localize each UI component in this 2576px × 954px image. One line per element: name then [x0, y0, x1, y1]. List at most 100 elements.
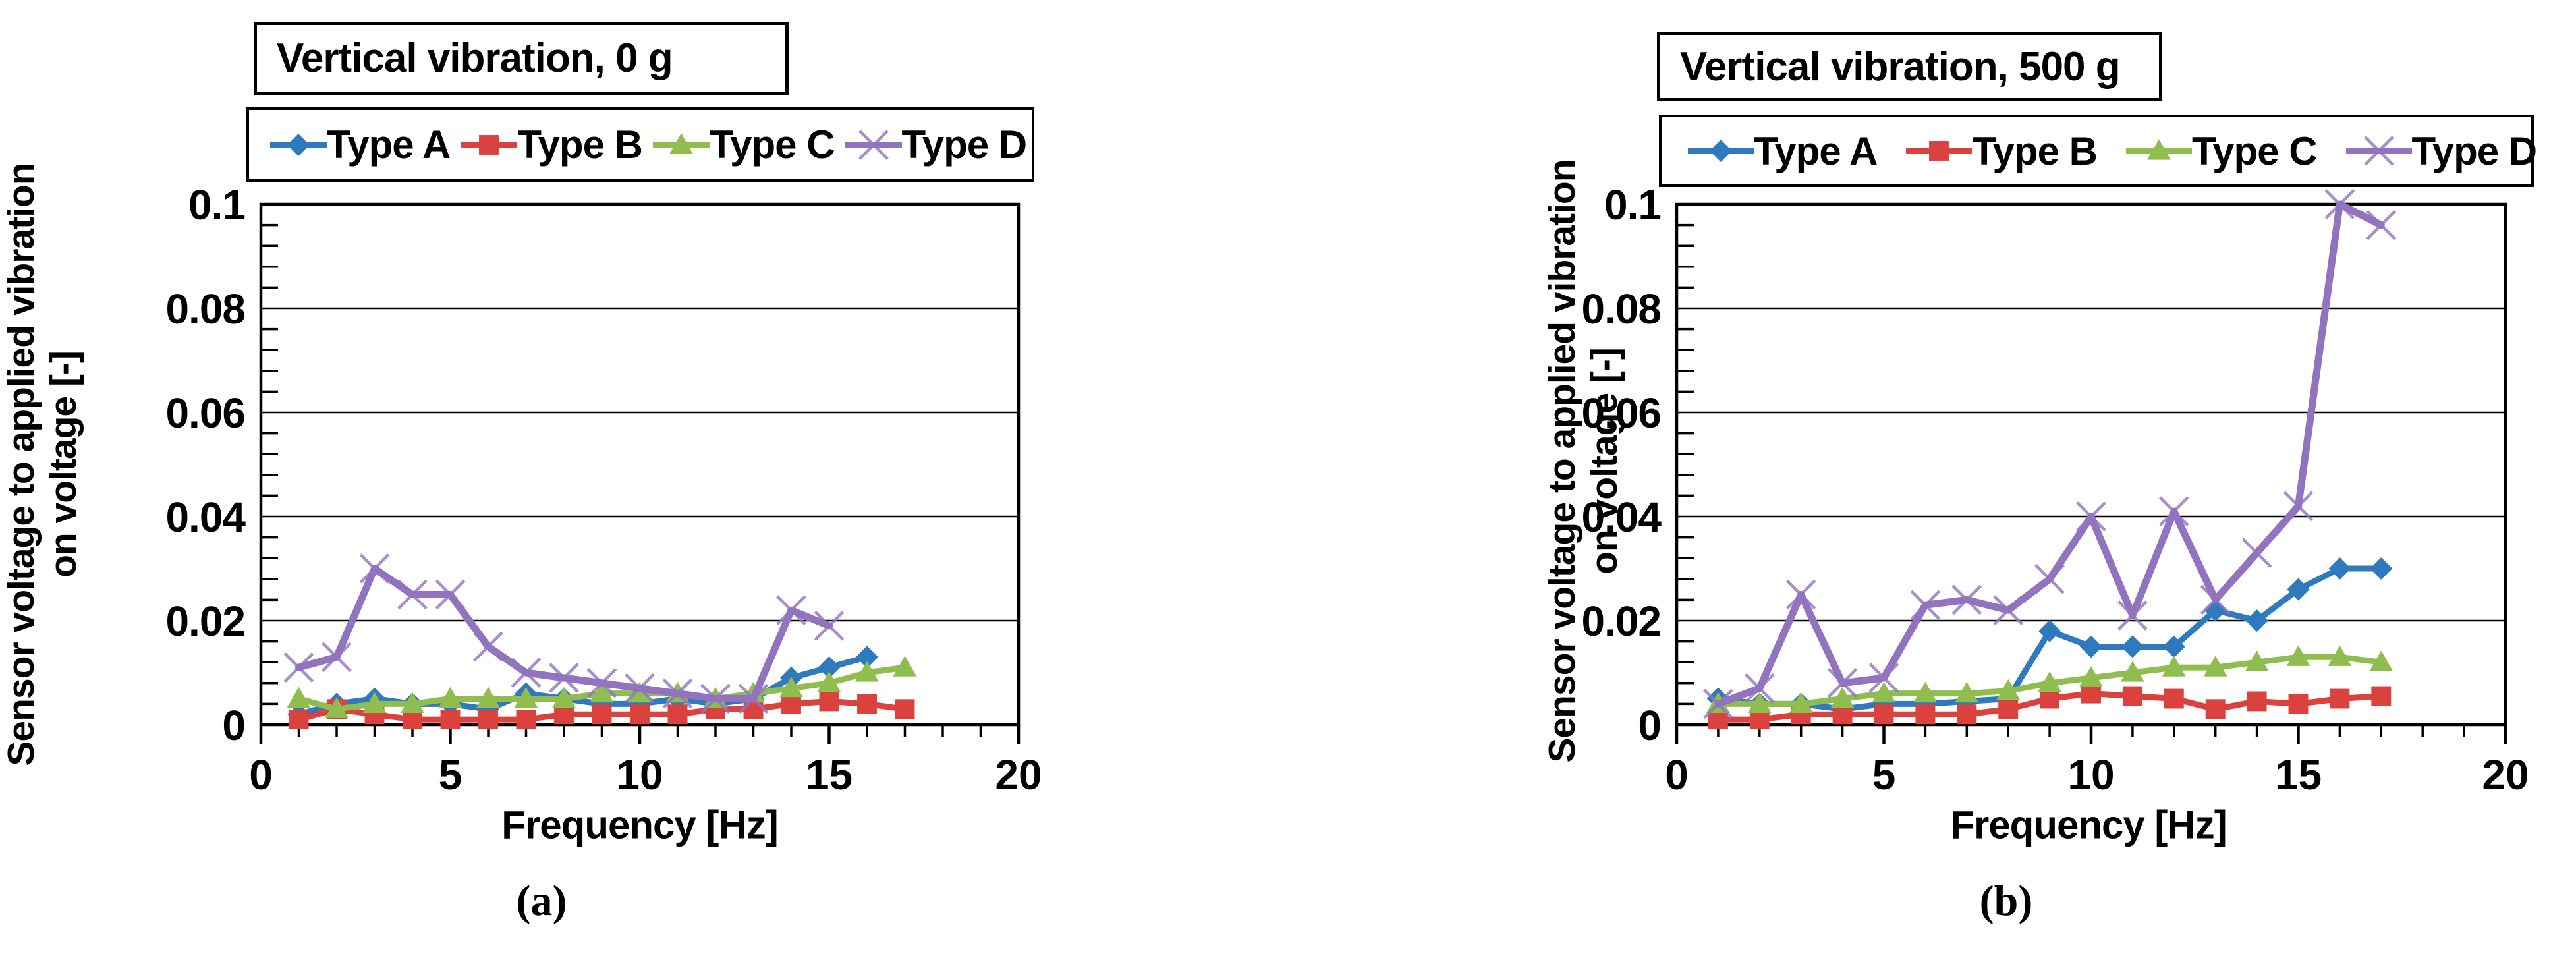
triangle-marker [2121, 661, 2144, 682]
x-tick-label: 20 [995, 751, 1042, 799]
x-axis-title-a: Frequency [Hz] [501, 802, 778, 847]
legend-key-x-icon [2345, 136, 2412, 166]
x-marker [1868, 663, 1899, 693]
legend-item-type-d: Type D [2345, 128, 2537, 174]
square-marker [2164, 688, 2184, 709]
legend-key-square-icon [1906, 141, 1973, 161]
triangle-marker [514, 687, 538, 708]
chart-title-a: Vertical vibration, 0 g [277, 36, 673, 81]
square-marker [440, 710, 461, 730]
square-marker [895, 699, 915, 719]
x-marker [700, 683, 731, 714]
legend-key-diamond-icon [270, 133, 327, 156]
y-tick-label: 0.02 [165, 598, 245, 645]
legend-item-type-d: Type D [845, 122, 1027, 167]
y-tick-label: 0 [1638, 702, 1661, 749]
triangle-marker [1789, 692, 1813, 713]
chart-title-b: Vertical vibration, 500 g [1680, 43, 2121, 90]
legend-label: Type A [1754, 128, 1878, 173]
x-marker [662, 678, 693, 709]
x-marker [1703, 688, 1733, 719]
x-marker [322, 642, 352, 673]
triangle-marker [362, 692, 387, 713]
triangle-marker [2162, 656, 2186, 677]
diamond-marker [2287, 578, 2310, 601]
triangle-marker [779, 676, 803, 698]
y-tick-label: 0.1 [1604, 181, 1661, 229]
x-marker [473, 631, 503, 662]
x-tick-label: 15 [2275, 751, 2322, 799]
square-marker [2205, 699, 2226, 719]
x-marker [1785, 579, 1816, 610]
legend-item-type-c: Type C [2125, 128, 2318, 174]
legend-label: Type D [901, 123, 1028, 167]
square-marker [1929, 141, 1949, 161]
square-marker [1874, 704, 1894, 725]
legend-b: Type A Type B Type C Type D [1659, 115, 2537, 187]
x-marker [2034, 563, 2065, 594]
legend-label: Type B [1972, 128, 2098, 173]
square-marker [554, 704, 574, 725]
plot-area-a: 0 0.02 0.04 0.06 0.08 0.1 0 5 10 15 20 [165, 181, 1042, 799]
square-marker [289, 710, 309, 730]
legend-item-type-a: Type A [1688, 128, 1878, 174]
square-marker [1998, 699, 2019, 719]
legend-key-diamond-icon [1688, 140, 1754, 162]
legend-item-type-b: Type B [461, 122, 643, 167]
x-marker [2363, 136, 2394, 166]
y-axis-title-line1: Sensor voltage to applied vibration [1541, 159, 1583, 763]
triangle-marker [325, 697, 349, 718]
panel-b: 0 0.02 0.04 0.06 0.08 0.1 0 5 10 15 20 Vertical vi… [1288, 0, 2576, 954]
triangle-marker [2245, 650, 2269, 671]
triangle-marker [893, 656, 917, 677]
x-marker [1951, 584, 1982, 615]
x-marker [1993, 595, 2024, 626]
legend-item-type-a: Type A [270, 122, 451, 167]
x-marker [511, 658, 542, 688]
x-marker [2324, 189, 2355, 219]
triangle-marker [628, 681, 652, 703]
x-marker [397, 579, 428, 610]
triangle-marker [2203, 656, 2227, 677]
square-marker [2247, 691, 2267, 712]
y-tick-label: 0.04 [1581, 493, 1662, 541]
legend-key-square-icon [461, 134, 518, 155]
legend-a: Type A Type B Type C Type D [246, 107, 1034, 182]
diamond-marker [2038, 619, 2061, 642]
plot-area-b: 0 0.02 0.04 0.06 0.08 0.1 0 5 10 15 20 [1581, 181, 2529, 799]
triangle-marker [552, 687, 576, 708]
diamond-marker [1710, 140, 1732, 162]
square-marker [1708, 710, 1728, 730]
x-tick-label: 20 [2482, 751, 2529, 799]
triangle-marker [1913, 681, 1938, 703]
square-marker [743, 699, 764, 719]
triangle-marker [669, 132, 693, 154]
square-marker [1915, 704, 1936, 725]
square-marker [2330, 688, 2350, 709]
x-marker [283, 652, 314, 683]
square-marker [1749, 710, 1770, 730]
x-tick-label: 10 [2067, 751, 2114, 799]
legend-key-x-icon [845, 129, 902, 160]
triangle-marker [2079, 666, 2103, 687]
square-marker [516, 710, 536, 730]
triangle-marker [1872, 681, 1896, 703]
x-tick-label: 0 [1665, 751, 1689, 799]
chart-title-box-a: Vertical vibration, 0 g [254, 22, 789, 95]
square-marker [1957, 704, 1977, 725]
square-marker [2371, 686, 2392, 706]
triangle-marker [1996, 679, 2021, 700]
square-marker [478, 710, 498, 730]
square-marker [2081, 683, 2101, 704]
x-marker [2200, 584, 2231, 615]
triangle-marker [590, 681, 614, 703]
y-tick-label: 0.02 [1581, 598, 1661, 645]
triangle-marker [2038, 671, 2061, 692]
y-tick-label: 0.06 [1581, 389, 1661, 437]
y-axis-title-line1: Sensor voltage to applied vibration [0, 163, 42, 766]
diamond-marker [818, 656, 841, 679]
square-marker [630, 704, 650, 725]
legend-label: Type C [2191, 128, 2318, 173]
y-axis-title-b: Sensor voltage to applied vibration on v… [1541, 159, 1625, 762]
x-tick-label: 10 [616, 751, 663, 799]
